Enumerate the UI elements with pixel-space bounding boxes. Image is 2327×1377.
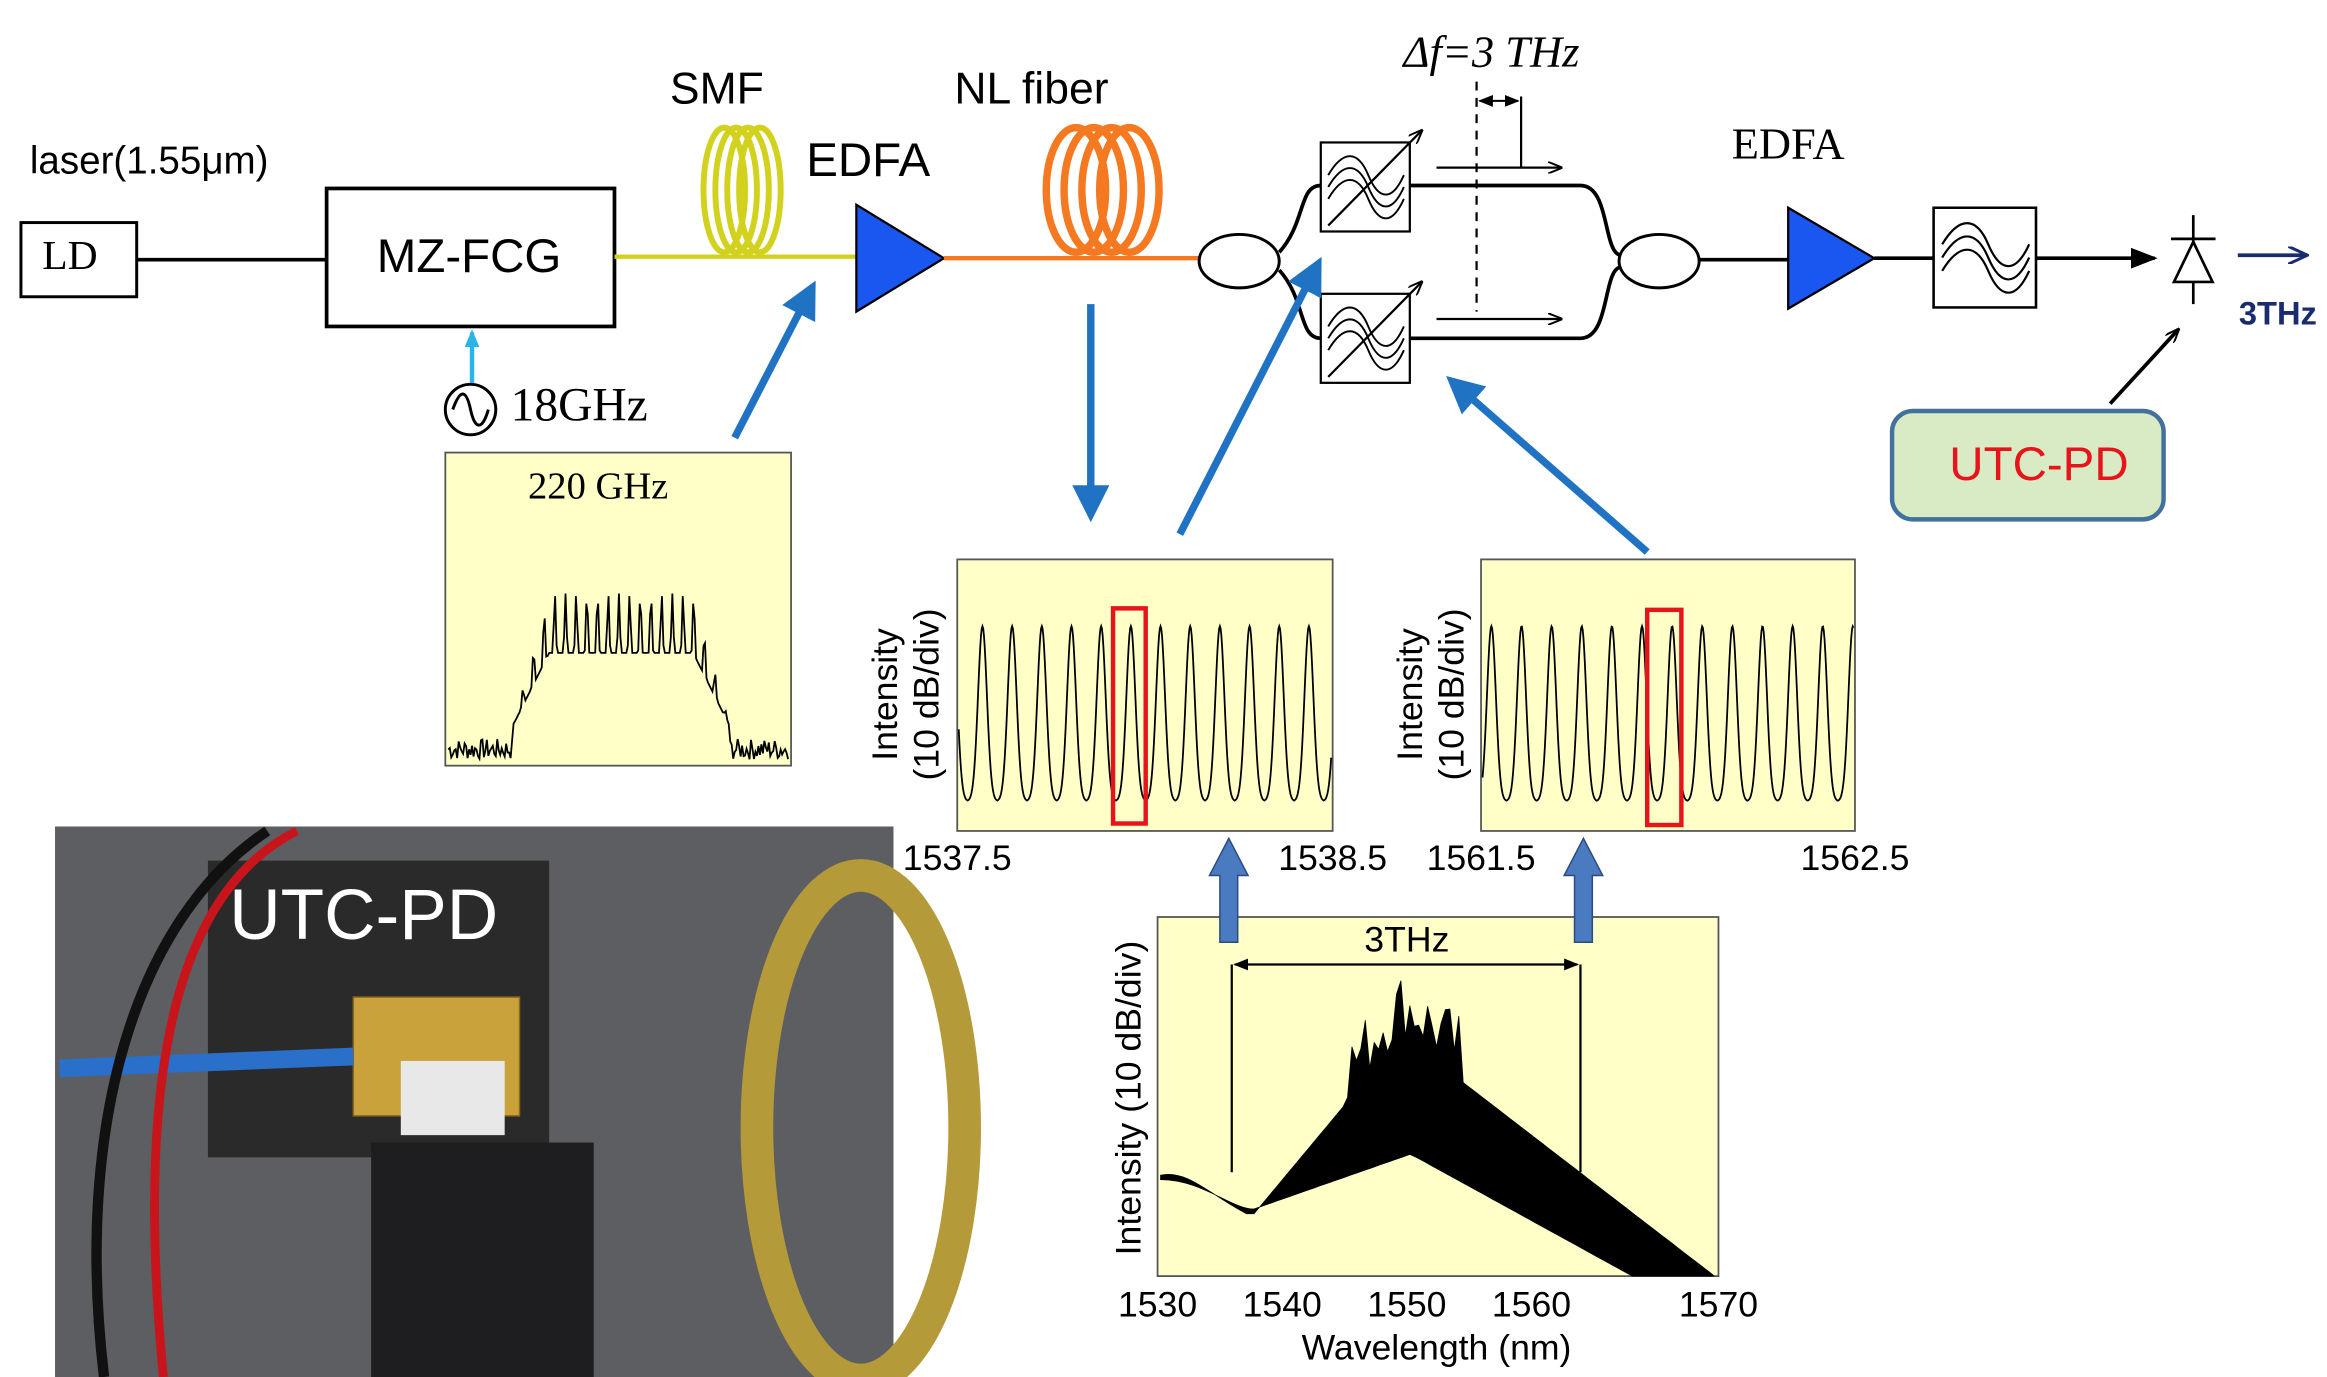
photodiode-icon xyxy=(2171,215,2216,304)
edfa-2-label: EDFA xyxy=(1732,119,1845,169)
smf-label: SMF xyxy=(670,65,764,114)
nl-fiber-label: NL fiber xyxy=(954,65,1108,114)
edfa-1 xyxy=(856,205,944,312)
y-axis-label: Intensity xyxy=(865,628,905,761)
photo-fiber xyxy=(60,1056,354,1068)
page: {"diagram": { "laser_label": "laser(1.55… xyxy=(0,0,2327,1377)
delta-f-label: Δf=3 THz xyxy=(1401,27,1579,77)
pointer-arrow xyxy=(735,294,809,438)
edfa-1-label: EDFA xyxy=(806,134,930,187)
output-label: 3THz xyxy=(2239,295,2317,332)
ld-label: LD xyxy=(42,232,97,278)
edfa-2 xyxy=(1788,208,1874,309)
filter xyxy=(1934,208,2036,308)
rf-label: 18GHz xyxy=(511,379,648,431)
merge-fiber xyxy=(1410,185,1621,338)
y-axis-label: Intensity xyxy=(1390,628,1430,761)
y-axis-label: Intensity (10 dB/div) xyxy=(1108,941,1148,1256)
y-axis-label: (10 dB/div) xyxy=(906,608,946,780)
photodiode-label: UTC-PD xyxy=(1949,438,2128,491)
x-tick-label: 1530 xyxy=(1118,1285,1197,1325)
y-axis-label: (10 dB/div) xyxy=(1432,608,1472,780)
x-tick-label: 1538.5 xyxy=(1278,838,1387,878)
photo-sticker xyxy=(401,1061,505,1135)
x-tick-label: 1570 xyxy=(1679,1285,1758,1325)
pointer-arrow xyxy=(2110,329,2178,403)
photo-label: UTC-PD xyxy=(229,876,498,955)
laser-label: laser(1.55μm) xyxy=(30,139,269,182)
span-label: 3THz xyxy=(1364,920,1449,960)
x-tick-label: 1540 xyxy=(1243,1285,1322,1325)
nl-fiber-coil xyxy=(1046,128,1159,253)
coupler xyxy=(1619,234,1699,287)
x-axis-label: Wavelength (nm) xyxy=(1302,1328,1572,1368)
pointer-arrow xyxy=(1457,386,1647,552)
diagram: laser(1.55μm) LD MZ-FCG 18GHz SMF EDFA N… xyxy=(0,0,2327,1377)
modulator-label: MZ-FCG xyxy=(377,230,562,283)
coupler xyxy=(1199,234,1279,287)
split-fiber xyxy=(1279,185,1321,338)
smf-coil xyxy=(704,128,781,253)
comb-spacing-label: 220 GHz xyxy=(528,466,668,508)
x-tick-label: 1562.5 xyxy=(1801,838,1910,878)
x-tick-label: 1560 xyxy=(1492,1285,1571,1325)
pointer-arrow xyxy=(1180,270,1315,534)
x-tick-label: 1561.5 xyxy=(1427,838,1536,878)
x-tick-label: 1537.5 xyxy=(903,838,1012,878)
photo-stage xyxy=(371,1143,594,1377)
x-tick-label: 1550 xyxy=(1367,1285,1446,1325)
